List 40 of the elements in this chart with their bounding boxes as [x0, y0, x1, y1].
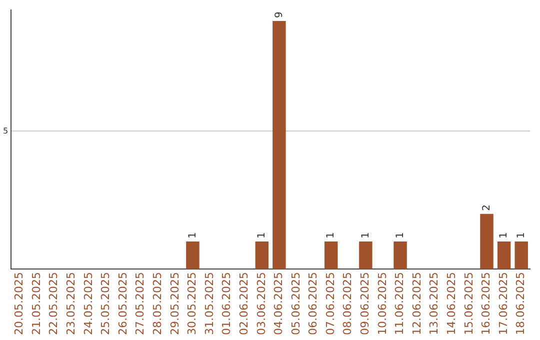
x-tick-label: 11.06.2025: [393, 272, 406, 336]
x-tick-label: 06.06.2025: [306, 272, 320, 336]
x-tick-label: 12.06.2025: [410, 272, 424, 336]
data-label: 1: [187, 232, 198, 238]
data-label: 1: [326, 232, 337, 238]
x-tick-label: 01.06.2025: [220, 272, 234, 336]
x-tick-label: 08.06.2025: [341, 272, 354, 336]
x-tick-label: 04.06.2025: [272, 272, 286, 336]
data-label: 1: [360, 232, 372, 238]
x-tick-label: 31.05.2025: [202, 272, 216, 336]
x-tick-label: 27.05.2025: [134, 272, 147, 336]
x-tick-label: 05.06.2025: [289, 272, 302, 336]
x-tick-label: 17.06.2025: [496, 272, 510, 336]
y-tick-label: 5: [2, 126, 8, 136]
x-tick-label: 03.06.2025: [254, 272, 268, 336]
x-tick-label: 02.06.2025: [237, 272, 250, 336]
x-tick-label: 09.06.2025: [358, 272, 372, 336]
data-label: 1: [256, 232, 268, 238]
x-tick-label: 16.06.2025: [480, 272, 493, 336]
x-tick-label: 14.06.2025: [445, 272, 458, 336]
x-tick-label: 15.06.2025: [462, 272, 476, 336]
x-tick-label: 10.06.2025: [376, 272, 389, 336]
x-tick-label: 22.05.2025: [47, 272, 60, 336]
x-tick-label: 28.05.2025: [150, 272, 164, 336]
data-label: 1: [498, 232, 510, 238]
x-tick-label: 13.06.2025: [428, 272, 441, 336]
x-tick-label: 25.05.2025: [99, 272, 112, 336]
x-tick-label: 18.06.2025: [514, 272, 528, 336]
data-label: 1: [394, 232, 406, 238]
data-label: 1: [516, 232, 527, 238]
x-tick-label: 20.05.2025: [12, 272, 26, 336]
x-tick-label: 29.05.2025: [168, 272, 182, 336]
x-tick-label: 30.05.2025: [186, 272, 199, 336]
x-tick-label: 07.06.2025: [324, 272, 337, 336]
data-label: 9: [274, 12, 285, 18]
x-tick-label: 21.05.2025: [30, 272, 43, 336]
data-label: 2: [481, 204, 492, 211]
x-tick-label: 23.05.2025: [64, 272, 78, 336]
x-tick-label: 24.05.2025: [82, 272, 95, 336]
x-tick-label: 26.05.2025: [116, 272, 130, 336]
